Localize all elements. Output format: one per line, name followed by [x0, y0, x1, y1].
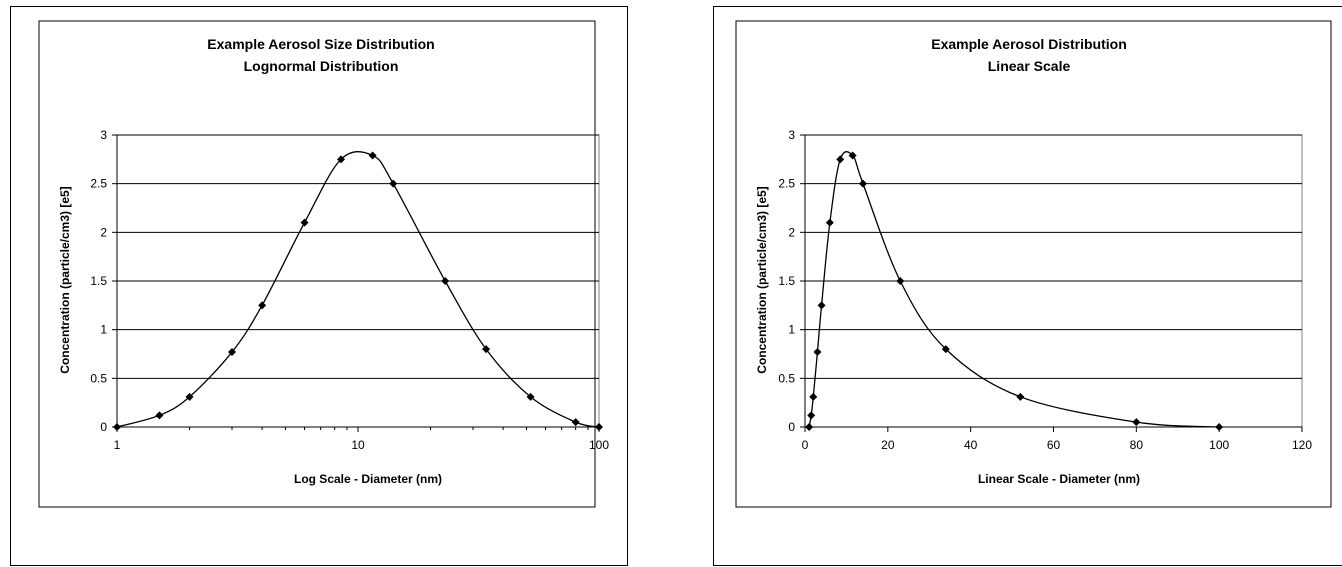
- y-tick-label: 1.5: [778, 274, 795, 288]
- data-point-marker: [441, 277, 450, 285]
- data-point-marker: [836, 155, 845, 164]
- x-tick-label: 10: [351, 438, 365, 452]
- y-tick-label: 2.5: [90, 177, 107, 191]
- y-tick-label: 0: [100, 420, 107, 434]
- data-point-marker: [526, 392, 535, 401]
- data-point-marker: [155, 411, 164, 420]
- y-tick-label: 0: [788, 420, 795, 434]
- data-point-marker: [482, 345, 491, 354]
- data-point-marker: [227, 348, 236, 357]
- y-tick-label: 3: [100, 128, 107, 142]
- y-tick-label: 0.5: [90, 371, 107, 385]
- data-point-marker: [571, 418, 580, 427]
- chart-title-line-2: Lognormal Distribution: [244, 58, 399, 74]
- data-point-marker: [807, 411, 816, 420]
- x-axis-label: Log Scale - Diameter (nm): [294, 472, 442, 486]
- series-line: [808, 151, 1220, 428]
- x-tick-label: 120: [1292, 438, 1312, 452]
- y-tick-label: 1: [788, 323, 795, 337]
- data-point-marker: [848, 151, 857, 160]
- chart-area-border: [38, 20, 596, 508]
- series-line: [116, 151, 600, 428]
- chart-title-line-2: Linear Scale: [988, 58, 1071, 74]
- y-axis-label: Concentration (particle/cm3) [e5]: [58, 186, 72, 373]
- y-tick-label: 0.5: [778, 371, 795, 385]
- chart-title-line-1: Example Aerosol Size Distribution: [207, 36, 434, 52]
- data-point-marker: [941, 345, 950, 354]
- data-point-marker: [1215, 423, 1224, 431]
- data-point-marker: [300, 218, 309, 227]
- x-tick-label: 100: [1209, 438, 1229, 452]
- data-point-marker: [805, 423, 814, 431]
- x-tick-label: 100: [589, 438, 609, 452]
- x-tick-label: 40: [964, 438, 978, 452]
- x-tick-label: 80: [1130, 438, 1144, 452]
- y-tick-label: 1: [100, 323, 107, 337]
- data-point-marker: [1132, 418, 1141, 427]
- data-point-marker: [595, 423, 603, 431]
- data-point-marker: [858, 179, 867, 188]
- chart-frame-linear: Example Aerosol Distribution Linear Scal…: [713, 6, 1342, 566]
- data-point-marker: [389, 179, 398, 188]
- y-tick-label: 2: [788, 225, 795, 239]
- y-tick-label: 2: [100, 225, 107, 239]
- y-axis-label: Concentration (particle/cm3) [e5]: [755, 186, 769, 373]
- y-tick-label: 3: [788, 128, 795, 142]
- data-point-marker: [809, 392, 818, 401]
- y-tick-label: 1.5: [90, 274, 107, 288]
- chart-frame-log: Example Aerosol Size Distribution Lognor…: [10, 6, 628, 566]
- data-point-marker: [185, 392, 194, 401]
- x-tick-label: 60: [1047, 438, 1061, 452]
- x-axis-label: Linear Scale - Diameter (nm): [978, 472, 1140, 486]
- data-point-marker: [1016, 392, 1025, 401]
- plot-area: 0 0.5 1 1.5 2 2.5 3 0 20 40 60 80 100 120: [778, 128, 1312, 452]
- chart-title-line-1: Example Aerosol Distribution: [931, 36, 1127, 52]
- chart-linear-scale: Example Aerosol Distribution Linear Scal…: [735, 20, 1332, 508]
- data-point-marker: [817, 301, 826, 310]
- data-point-marker: [896, 277, 905, 285]
- plot-area: 0 0.5 1 1.5 2 2.5 3 1 10 100: [90, 128, 609, 452]
- data-point-marker: [258, 301, 267, 310]
- data-point-marker: [368, 151, 377, 160]
- y-tick-label: 2.5: [778, 177, 795, 191]
- x-tick-label: 20: [881, 438, 895, 452]
- data-point-marker: [113, 423, 121, 431]
- x-tick-label: 1: [114, 438, 121, 452]
- data-point-marker: [336, 155, 345, 164]
- chart-area-border: [735, 20, 1332, 508]
- chart-log-scale: Example Aerosol Size Distribution Lognor…: [38, 20, 609, 508]
- x-tick-label: 0: [802, 438, 809, 452]
- data-point-marker: [813, 348, 822, 357]
- data-point-marker: [825, 218, 834, 227]
